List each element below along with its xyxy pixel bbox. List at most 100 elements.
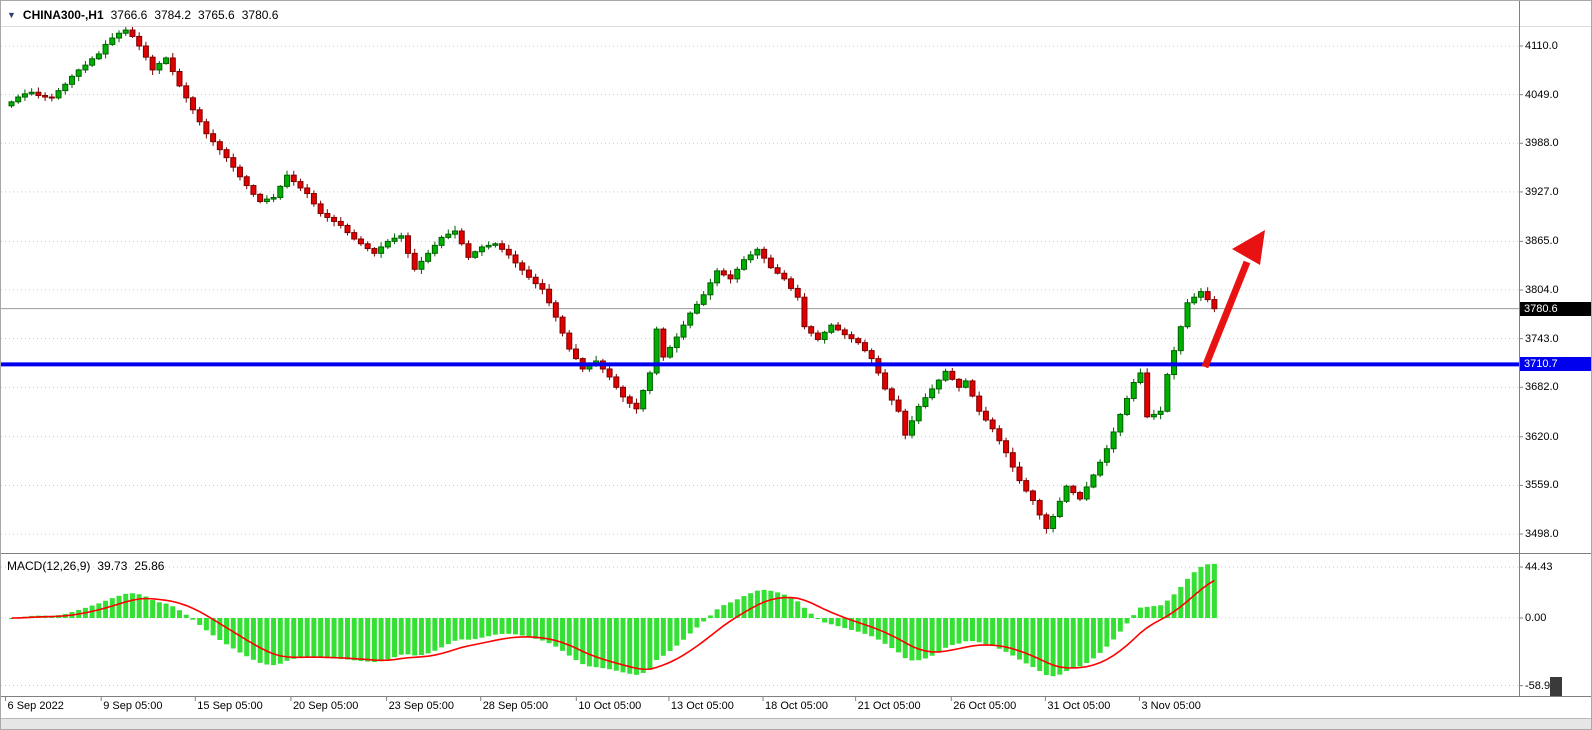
price-tick-label: 3498.0 <box>1525 528 1559 541</box>
macd-histogram-bar <box>9 618 14 619</box>
macd-histogram-bar <box>479 618 485 638</box>
candle-body <box>95 53 102 60</box>
macd-tick-label: 44.43 <box>1525 560 1553 573</box>
time-axis[interactable]: 6 Sep 2022 9 Sep 05:00 15 Sep 05:00 20 Sep … <box>1 700 1519 715</box>
macd-histogram-bar <box>983 618 989 644</box>
arrow-object[interactable] <box>1201 230 1265 369</box>
time-tick-label: 3 Nov 05:00 <box>1141 700 1201 712</box>
candle-body <box>169 57 176 73</box>
candle-body <box>68 75 75 85</box>
candle-body <box>485 244 492 248</box>
candle-body <box>956 378 963 388</box>
candle-body <box>82 64 89 71</box>
macd-histogram-bar <box>264 618 270 665</box>
price-tick-label: 3559.0 <box>1525 479 1559 492</box>
macd-histogram-bar <box>116 595 122 618</box>
macd-histogram-bar <box>257 618 263 663</box>
candle-body <box>452 230 459 235</box>
candle-body <box>673 336 680 348</box>
candle-body <box>425 252 432 262</box>
candle-body <box>418 260 425 270</box>
macd-histogram-bar <box>271 618 277 666</box>
candle-body <box>915 405 922 422</box>
macd-histogram-bar <box>990 618 996 647</box>
candle-body <box>814 332 821 340</box>
macd-histogram-bar <box>459 618 465 640</box>
candle-body <box>344 224 351 234</box>
candle-body <box>633 402 640 410</box>
macd-histogram-bar <box>183 614 189 618</box>
macd-histogram-bar <box>1084 618 1090 663</box>
price-tick-label: 3988.0 <box>1525 137 1559 150</box>
macd-histogram-bar <box>432 618 438 651</box>
macd-histogram-bar <box>902 618 908 659</box>
macd-histogram-bar <box>586 618 592 667</box>
candle-body <box>304 187 311 195</box>
candle-body <box>156 63 163 71</box>
candle-body <box>942 370 949 381</box>
panel-scroll-thumb[interactable] <box>1550 677 1562 696</box>
price-tick-label: 4110.0 <box>1525 40 1558 52</box>
candlestick-series <box>8 25 1218 534</box>
candle-body <box>821 331 828 340</box>
macd-histogram-bar <box>1198 566 1204 618</box>
macd-signal-line <box>11 579 1215 671</box>
candle-body <box>1036 500 1043 516</box>
macd-histogram-bar <box>781 594 787 618</box>
close-value: 3780.6 <box>241 8 279 22</box>
macd-histogram-bar <box>633 618 639 675</box>
bottom-scrollbar[interactable] <box>1 718 1591 729</box>
candle-body <box>1016 466 1023 482</box>
candle-body <box>1110 431 1117 450</box>
candle-body <box>384 240 391 248</box>
macd-histogram-bar <box>640 618 646 673</box>
macd-histogram-bar <box>775 592 781 618</box>
candle-body <box>922 397 929 407</box>
time-tick-label: 6 Sep 2022 <box>7 700 64 712</box>
time-tick-label: 23 Sep 05:00 <box>388 700 455 712</box>
macd-histogram-bar <box>519 618 525 636</box>
macd-histogram-bar <box>418 618 424 656</box>
macd-signal-value: 25.86 <box>134 559 165 573</box>
candle-body <box>808 326 815 334</box>
macd-histogram-bar <box>445 618 451 645</box>
macd-histogram-bar <box>425 618 431 654</box>
macd-histogram-bar <box>660 618 666 656</box>
symbol-timeframe-label: CHINA300-,H1 <box>22 8 104 22</box>
candle-body <box>660 328 667 358</box>
price-tick-label: 3927.0 <box>1525 185 1559 198</box>
candle-body <box>1003 440 1010 454</box>
macd-histogram-bar <box>620 618 626 673</box>
macd-histogram-bar <box>1077 618 1083 667</box>
macd-histogram-bar <box>190 618 196 620</box>
candle-body <box>693 303 700 314</box>
candle-body <box>552 302 559 318</box>
macd-histogram-bar <box>916 618 922 661</box>
candle-body <box>841 329 848 336</box>
candle-body <box>122 29 129 34</box>
candle-body <box>250 185 257 195</box>
macd-histogram-bar <box>1097 618 1103 653</box>
macd-histogram-bar <box>1131 615 1137 618</box>
macd-histogram-bar <box>768 590 774 618</box>
macd-histogram-bar <box>1030 618 1036 668</box>
candle-body <box>1191 296 1198 304</box>
macd-histogram-bar <box>929 618 935 656</box>
macd-histogram-bar <box>331 618 337 659</box>
macd-histogram-bar <box>1050 618 1056 677</box>
candle-body <box>774 267 781 274</box>
candle-body <box>270 197 277 200</box>
candle-body <box>626 396 633 404</box>
candle-body <box>1023 480 1030 492</box>
candle-body <box>1144 372 1151 418</box>
macd-histogram-bar <box>1205 564 1211 618</box>
candle-body <box>888 388 895 401</box>
candle-body <box>176 71 183 87</box>
candle-body <box>391 237 398 242</box>
price-axis[interactable]: 4110.0 4049.0 3988.0 3927.0 3865.0 3804.0 3743… <box>1523 1 1591 696</box>
macd-histogram-bar <box>815 618 821 620</box>
candle-body <box>754 248 761 256</box>
candle-body <box>835 324 842 331</box>
macd-histogram-bar <box>1064 618 1070 672</box>
